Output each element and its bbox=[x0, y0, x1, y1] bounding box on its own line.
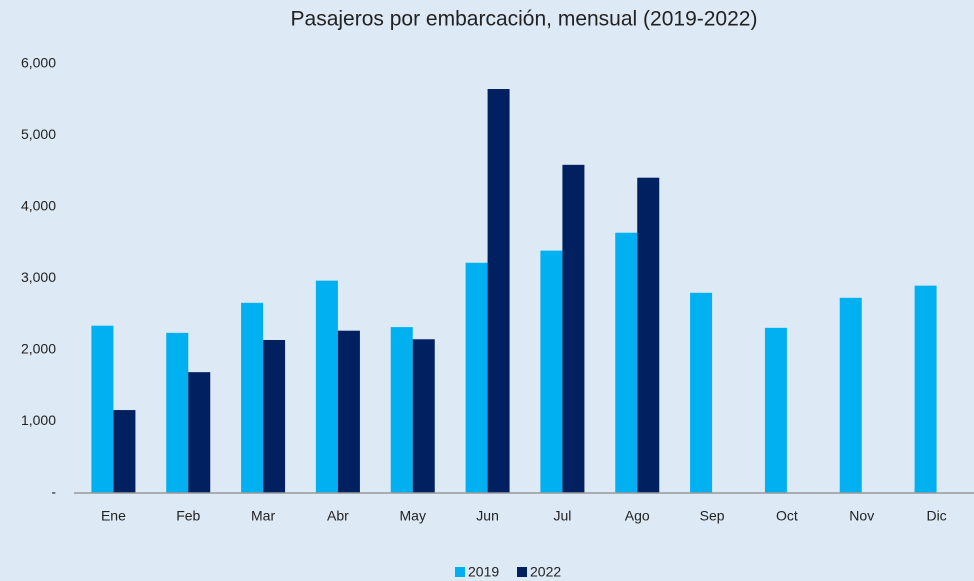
bar bbox=[690, 292, 713, 493]
bar bbox=[637, 177, 660, 493]
y-tick-label: 5,000 bbox=[21, 126, 56, 142]
x-tick-label: Ago bbox=[625, 508, 650, 524]
legend-swatch bbox=[517, 567, 527, 577]
bar bbox=[764, 327, 787, 493]
bar bbox=[91, 325, 114, 493]
x-tick-label: Jun bbox=[476, 508, 499, 524]
bar bbox=[166, 332, 189, 493]
bar bbox=[839, 297, 862, 493]
bar bbox=[615, 232, 638, 494]
bar bbox=[113, 410, 136, 493]
x-tick-label: Feb bbox=[176, 508, 200, 524]
legend-label: 2019 bbox=[468, 564, 499, 580]
bar bbox=[487, 89, 510, 494]
x-tick-label: Oct bbox=[776, 508, 798, 524]
bar bbox=[315, 280, 338, 493]
bar bbox=[540, 250, 563, 493]
bar bbox=[241, 302, 264, 493]
bar bbox=[263, 339, 286, 493]
x-tick-label: Abr bbox=[327, 508, 349, 524]
y-tick-label: 1,000 bbox=[21, 412, 56, 428]
bar bbox=[562, 164, 585, 493]
x-tick-label: Ene bbox=[101, 508, 126, 524]
bar bbox=[412, 339, 435, 493]
legend-swatch bbox=[455, 567, 465, 577]
legend-label: 2022 bbox=[530, 564, 561, 580]
x-tick-label: Mar bbox=[251, 508, 275, 524]
x-tick-label: Nov bbox=[849, 508, 874, 524]
bar bbox=[390, 327, 413, 493]
x-tick-label: Jul bbox=[553, 508, 571, 524]
y-tick-label: 6,000 bbox=[21, 55, 56, 71]
chart-title: Pasajeros por embarcación, mensual (2019… bbox=[291, 8, 758, 31]
bar bbox=[188, 372, 211, 493]
bar bbox=[914, 285, 937, 493]
bar bbox=[465, 262, 488, 493]
x-tick-label: Dic bbox=[926, 508, 946, 524]
y-tick-label: 3,000 bbox=[21, 269, 56, 285]
bar bbox=[337, 330, 360, 493]
y-tick-label: 2,000 bbox=[21, 341, 56, 357]
y-tick-label: 4,000 bbox=[21, 198, 56, 214]
x-tick-label: May bbox=[400, 508, 426, 524]
y-tick-label: - bbox=[51, 484, 56, 500]
x-tick-label: Sep bbox=[700, 508, 725, 524]
